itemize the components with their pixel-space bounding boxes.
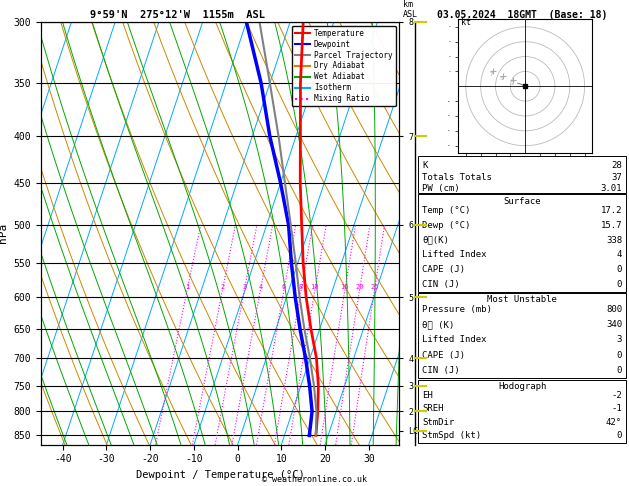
- Text: 2: 2: [510, 81, 514, 86]
- Text: Totals Totals: Totals Totals: [422, 173, 492, 182]
- Text: θᴄ (K): θᴄ (K): [422, 320, 454, 329]
- X-axis label: Dewpoint / Temperature (°C): Dewpoint / Temperature (°C): [136, 470, 304, 480]
- Text: -1: -1: [611, 404, 622, 413]
- Text: 17.2: 17.2: [601, 206, 622, 215]
- Text: CIN (J): CIN (J): [422, 280, 460, 289]
- Text: 10: 10: [311, 284, 319, 291]
- Text: 4: 4: [259, 284, 262, 291]
- Text: 0: 0: [616, 265, 622, 274]
- Text: θᴄ(K): θᴄ(K): [422, 236, 449, 244]
- Text: Surface: Surface: [503, 197, 541, 206]
- Text: CAPE (J): CAPE (J): [422, 265, 465, 274]
- Text: 800: 800: [606, 305, 622, 314]
- Text: Hodograph: Hodograph: [498, 382, 546, 391]
- Text: 3: 3: [242, 284, 247, 291]
- Text: 3.01: 3.01: [601, 184, 622, 193]
- Text: EH: EH: [422, 391, 433, 399]
- Title: 9°59'N  275°12'W  1155m  ASL: 9°59'N 275°12'W 1155m ASL: [89, 10, 265, 20]
- Text: SREH: SREH: [422, 404, 443, 413]
- Text: 8: 8: [299, 284, 303, 291]
- Text: Dewp (°C): Dewp (°C): [422, 221, 470, 230]
- Text: 3: 3: [616, 335, 622, 345]
- Text: 37: 37: [611, 173, 622, 182]
- Text: Lifted Index: Lifted Index: [422, 335, 487, 345]
- Text: 338: 338: [606, 236, 622, 244]
- Text: Pressure (mb): Pressure (mb): [422, 305, 492, 314]
- Text: 6: 6: [282, 284, 286, 291]
- Text: kt: kt: [461, 18, 471, 27]
- Text: StmDir: StmDir: [422, 418, 454, 427]
- Text: CAPE (J): CAPE (J): [422, 351, 465, 360]
- Text: 0: 0: [616, 280, 622, 289]
- Text: 1: 1: [185, 284, 189, 291]
- Text: 4: 4: [616, 250, 622, 259]
- Legend: Temperature, Dewpoint, Parcel Trajectory, Dry Adiabat, Wet Adiabat, Isotherm, Mi: Temperature, Dewpoint, Parcel Trajectory…: [292, 26, 396, 106]
- Text: 5: 5: [500, 76, 503, 81]
- Text: 2: 2: [220, 284, 225, 291]
- Text: -2: -2: [611, 391, 622, 399]
- Text: PW (cm): PW (cm): [422, 184, 460, 193]
- Y-axis label: hPa: hPa: [0, 223, 8, 243]
- Text: 28: 28: [611, 161, 622, 170]
- Text: 340: 340: [606, 320, 622, 329]
- Text: 16: 16: [340, 284, 349, 291]
- Text: Temp (°C): Temp (°C): [422, 206, 470, 215]
- Text: 0: 0: [616, 351, 622, 360]
- Text: StmSpd (kt): StmSpd (kt): [422, 432, 481, 440]
- Text: Lifted Index: Lifted Index: [422, 250, 487, 259]
- Text: © weatheronline.co.uk: © weatheronline.co.uk: [262, 474, 367, 484]
- Text: 20: 20: [355, 284, 364, 291]
- Text: km
ASL: km ASL: [403, 0, 418, 19]
- Text: K: K: [422, 161, 428, 170]
- Text: 0: 0: [616, 432, 622, 440]
- Text: Most Unstable: Most Unstable: [487, 295, 557, 305]
- Text: 15.7: 15.7: [601, 221, 622, 230]
- Text: 7: 7: [489, 72, 493, 77]
- Text: 0: 0: [616, 366, 622, 375]
- Text: CIN (J): CIN (J): [422, 366, 460, 375]
- Text: 25: 25: [370, 284, 379, 291]
- Text: 03.05.2024  18GMT  (Base: 18): 03.05.2024 18GMT (Base: 18): [437, 10, 607, 20]
- Text: 42°: 42°: [606, 418, 622, 427]
